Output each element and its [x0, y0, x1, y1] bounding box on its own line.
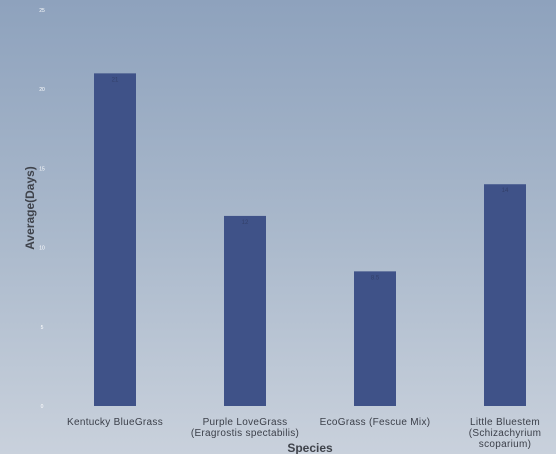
data-label: 14	[502, 188, 509, 194]
x-category-label-line: Little Bluestem	[470, 417, 540, 428]
bar	[94, 73, 136, 407]
y-tick-label: 5	[41, 325, 44, 331]
x-category-label-line: Kentucky BlueGrass	[67, 417, 163, 428]
x-axis-title: Species	[287, 441, 333, 454]
data-labels: 21 12 8.5 14	[112, 77, 509, 281]
x-category-label-line: Purple LoveGrass	[203, 417, 288, 428]
data-label: 21	[112, 77, 119, 83]
y-tick-label: 0	[41, 404, 44, 410]
x-axis-categories: Kentucky BlueGrass Purple LoveGrass (Eragr…	[67, 417, 541, 450]
y-tick-label: 10	[39, 246, 45, 252]
bar	[224, 215, 266, 406]
bars	[94, 73, 526, 407]
data-label: 12	[242, 220, 249, 226]
y-tick-label: 15	[39, 166, 45, 172]
x-category-label-line: EcoGrass (Fescue Mix)	[320, 417, 431, 428]
x-category-label: Purple LoveGrass (Eragrostis spectabilis)	[191, 417, 299, 439]
y-tick-label: 20	[39, 87, 45, 93]
y-tick-label: 25	[39, 8, 45, 14]
y-axis-title: Average(Days)	[23, 166, 37, 250]
x-category-label: Kentucky BlueGrass	[67, 417, 163, 428]
x-category-label-line: scoparium)	[479, 439, 531, 450]
y-axis-ticks: 0 5 10 15 20 25	[39, 8, 45, 410]
bar	[354, 271, 396, 406]
bar	[484, 184, 526, 406]
x-category-label: Little Bluestem (Schizachyrium scoparium)	[469, 417, 542, 450]
x-category-label: EcoGrass (Fescue Mix)	[320, 417, 431, 428]
data-label: 8.5	[371, 275, 380, 281]
x-category-label-line: (Eragrostis spectabilis)	[191, 428, 299, 439]
x-category-label-line: (Schizachyrium	[469, 428, 542, 439]
